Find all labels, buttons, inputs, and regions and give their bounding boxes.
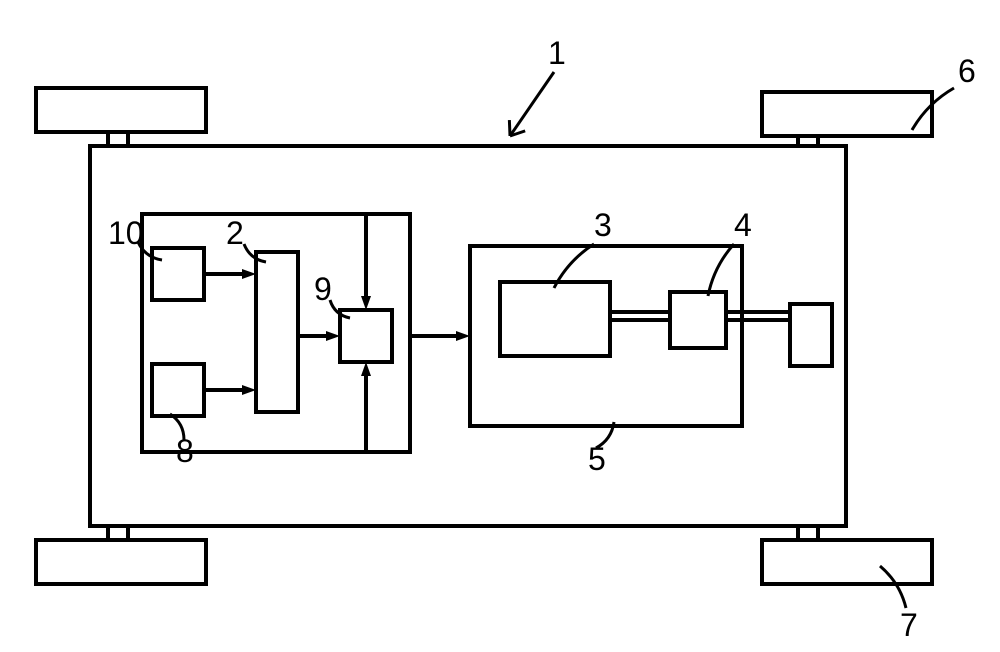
wheel-bl: [36, 540, 206, 584]
label-l7: 7: [900, 607, 918, 643]
label-l9: 9: [314, 271, 332, 307]
label-l2: 2: [226, 215, 244, 251]
label-l3: 3: [594, 207, 612, 243]
block4: [670, 292, 726, 348]
label-l10: 10: [108, 215, 144, 251]
diff: [790, 304, 832, 366]
block2: [256, 252, 298, 412]
lead-l1-tick1: [509, 120, 510, 136]
block3: [500, 282, 610, 356]
wheel-tl: [36, 88, 206, 132]
label-l6: 6: [958, 53, 976, 89]
wheel-tr: [762, 92, 932, 136]
label-l4: 4: [734, 207, 752, 243]
label-l1: 1: [548, 35, 566, 71]
wheel-br: [762, 540, 932, 584]
diagram-canvas: 1 6 7 10 2 9 3 4 8 5: [0, 0, 1000, 652]
lead-l1: [510, 72, 554, 136]
label-l5: 5: [588, 441, 606, 477]
block10: [152, 248, 204, 300]
block8: [152, 364, 204, 416]
label-l8: 8: [176, 433, 194, 469]
